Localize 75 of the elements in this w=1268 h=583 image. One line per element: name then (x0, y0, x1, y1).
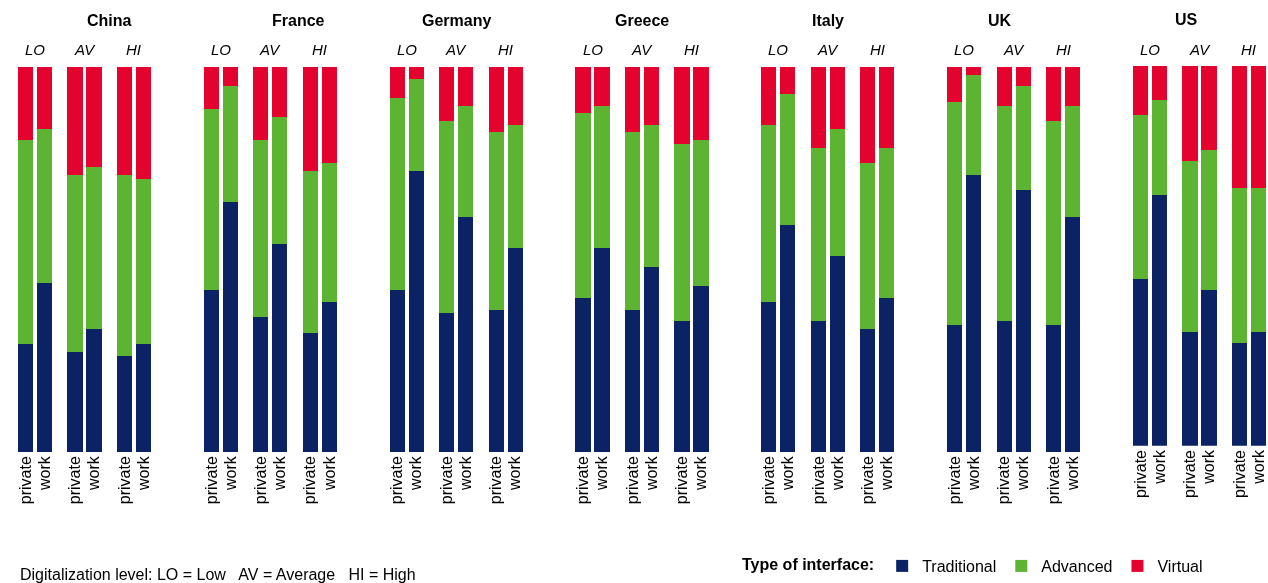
x-tick-label: private (16, 456, 34, 505)
text: LO (954, 41, 975, 58)
x-tick-label: work (692, 455, 710, 491)
x-tick-label: private (437, 456, 455, 505)
x-tick-label: private (623, 456, 641, 505)
x-tick-label: private (388, 456, 406, 505)
x-tick-label: work (828, 455, 846, 491)
legend-title: Type of interface: (742, 555, 875, 573)
x-tick-label: work (642, 455, 660, 491)
x-tick-label: work (221, 455, 239, 491)
chart-title: Germany (422, 12, 492, 29)
text: HI (1241, 41, 1256, 58)
x-tick-label: work (407, 455, 425, 491)
text: LO (1140, 41, 1161, 58)
chart-title: US (1175, 11, 1198, 28)
x-tick-label: private (487, 456, 505, 505)
chart-title: France (272, 12, 325, 29)
x-tick-label: work (1063, 455, 1081, 491)
x-tick-label: private (301, 456, 319, 505)
text: LO (211, 41, 232, 58)
x-tick-label: private (1131, 449, 1149, 499)
x-tick-label: work (320, 455, 338, 491)
x-tick-label: private (995, 456, 1013, 505)
x-tick-label: private (673, 456, 691, 505)
x-tick-label: work (779, 455, 797, 491)
text: AV (817, 41, 840, 58)
chart-title: Italy (812, 12, 845, 29)
x-tick-label: work (1200, 449, 1218, 485)
text: Digitalization level: LO = Low AV = Average HI = High (20, 566, 416, 583)
legend-label: Virtual (1157, 558, 1203, 576)
x-tick-label: work (1014, 455, 1032, 491)
x-tick-label: work (1249, 449, 1267, 485)
x-tick-label: private (1181, 449, 1199, 499)
text: LO (583, 41, 604, 58)
x-tick-label: private (115, 456, 133, 505)
x-tick-label: private (1230, 449, 1248, 499)
text: HI (1056, 41, 1071, 58)
chart-title: China (87, 12, 132, 29)
x-tick-label: private (202, 456, 220, 505)
x-tick-label: work (456, 455, 474, 491)
text: LO (25, 41, 46, 58)
x-tick-label: private (252, 456, 270, 505)
x-tick-label: work (593, 455, 611, 491)
text: AV (445, 41, 468, 58)
legend-label: Advanced (1041, 558, 1113, 576)
text: LO (768, 41, 789, 58)
x-tick-label: work (964, 455, 982, 491)
text: HI (498, 41, 513, 58)
text: HI (870, 41, 885, 58)
x-tick-label: private (945, 456, 963, 505)
text: AV (1189, 41, 1212, 58)
x-tick-label: private (1044, 456, 1062, 505)
x-tick-label: work (134, 455, 152, 491)
text: HI (126, 41, 141, 58)
text: HI (684, 41, 699, 58)
x-tick-label: work (1150, 449, 1168, 485)
x-tick-label: work (35, 455, 53, 491)
text: HI (312, 41, 327, 58)
x-tick-label: private (574, 456, 592, 505)
text: AV (74, 41, 97, 58)
x-tick-label: work (878, 455, 896, 491)
legend-label: Traditional (922, 558, 997, 576)
x-tick-label: private (809, 456, 827, 505)
text: LO (397, 41, 418, 58)
x-tick-label: work (271, 455, 289, 491)
chart-title: Greece (615, 12, 670, 29)
text: AV (631, 41, 654, 58)
text: AV (259, 41, 282, 58)
x-tick-label: work (506, 455, 524, 491)
x-tick-label: private (858, 456, 876, 505)
chart-title: UK (988, 12, 1012, 29)
x-tick-label: private (760, 456, 778, 505)
text: AV (1003, 41, 1026, 58)
x-tick-label: work (85, 455, 103, 491)
x-tick-label: private (66, 456, 84, 505)
